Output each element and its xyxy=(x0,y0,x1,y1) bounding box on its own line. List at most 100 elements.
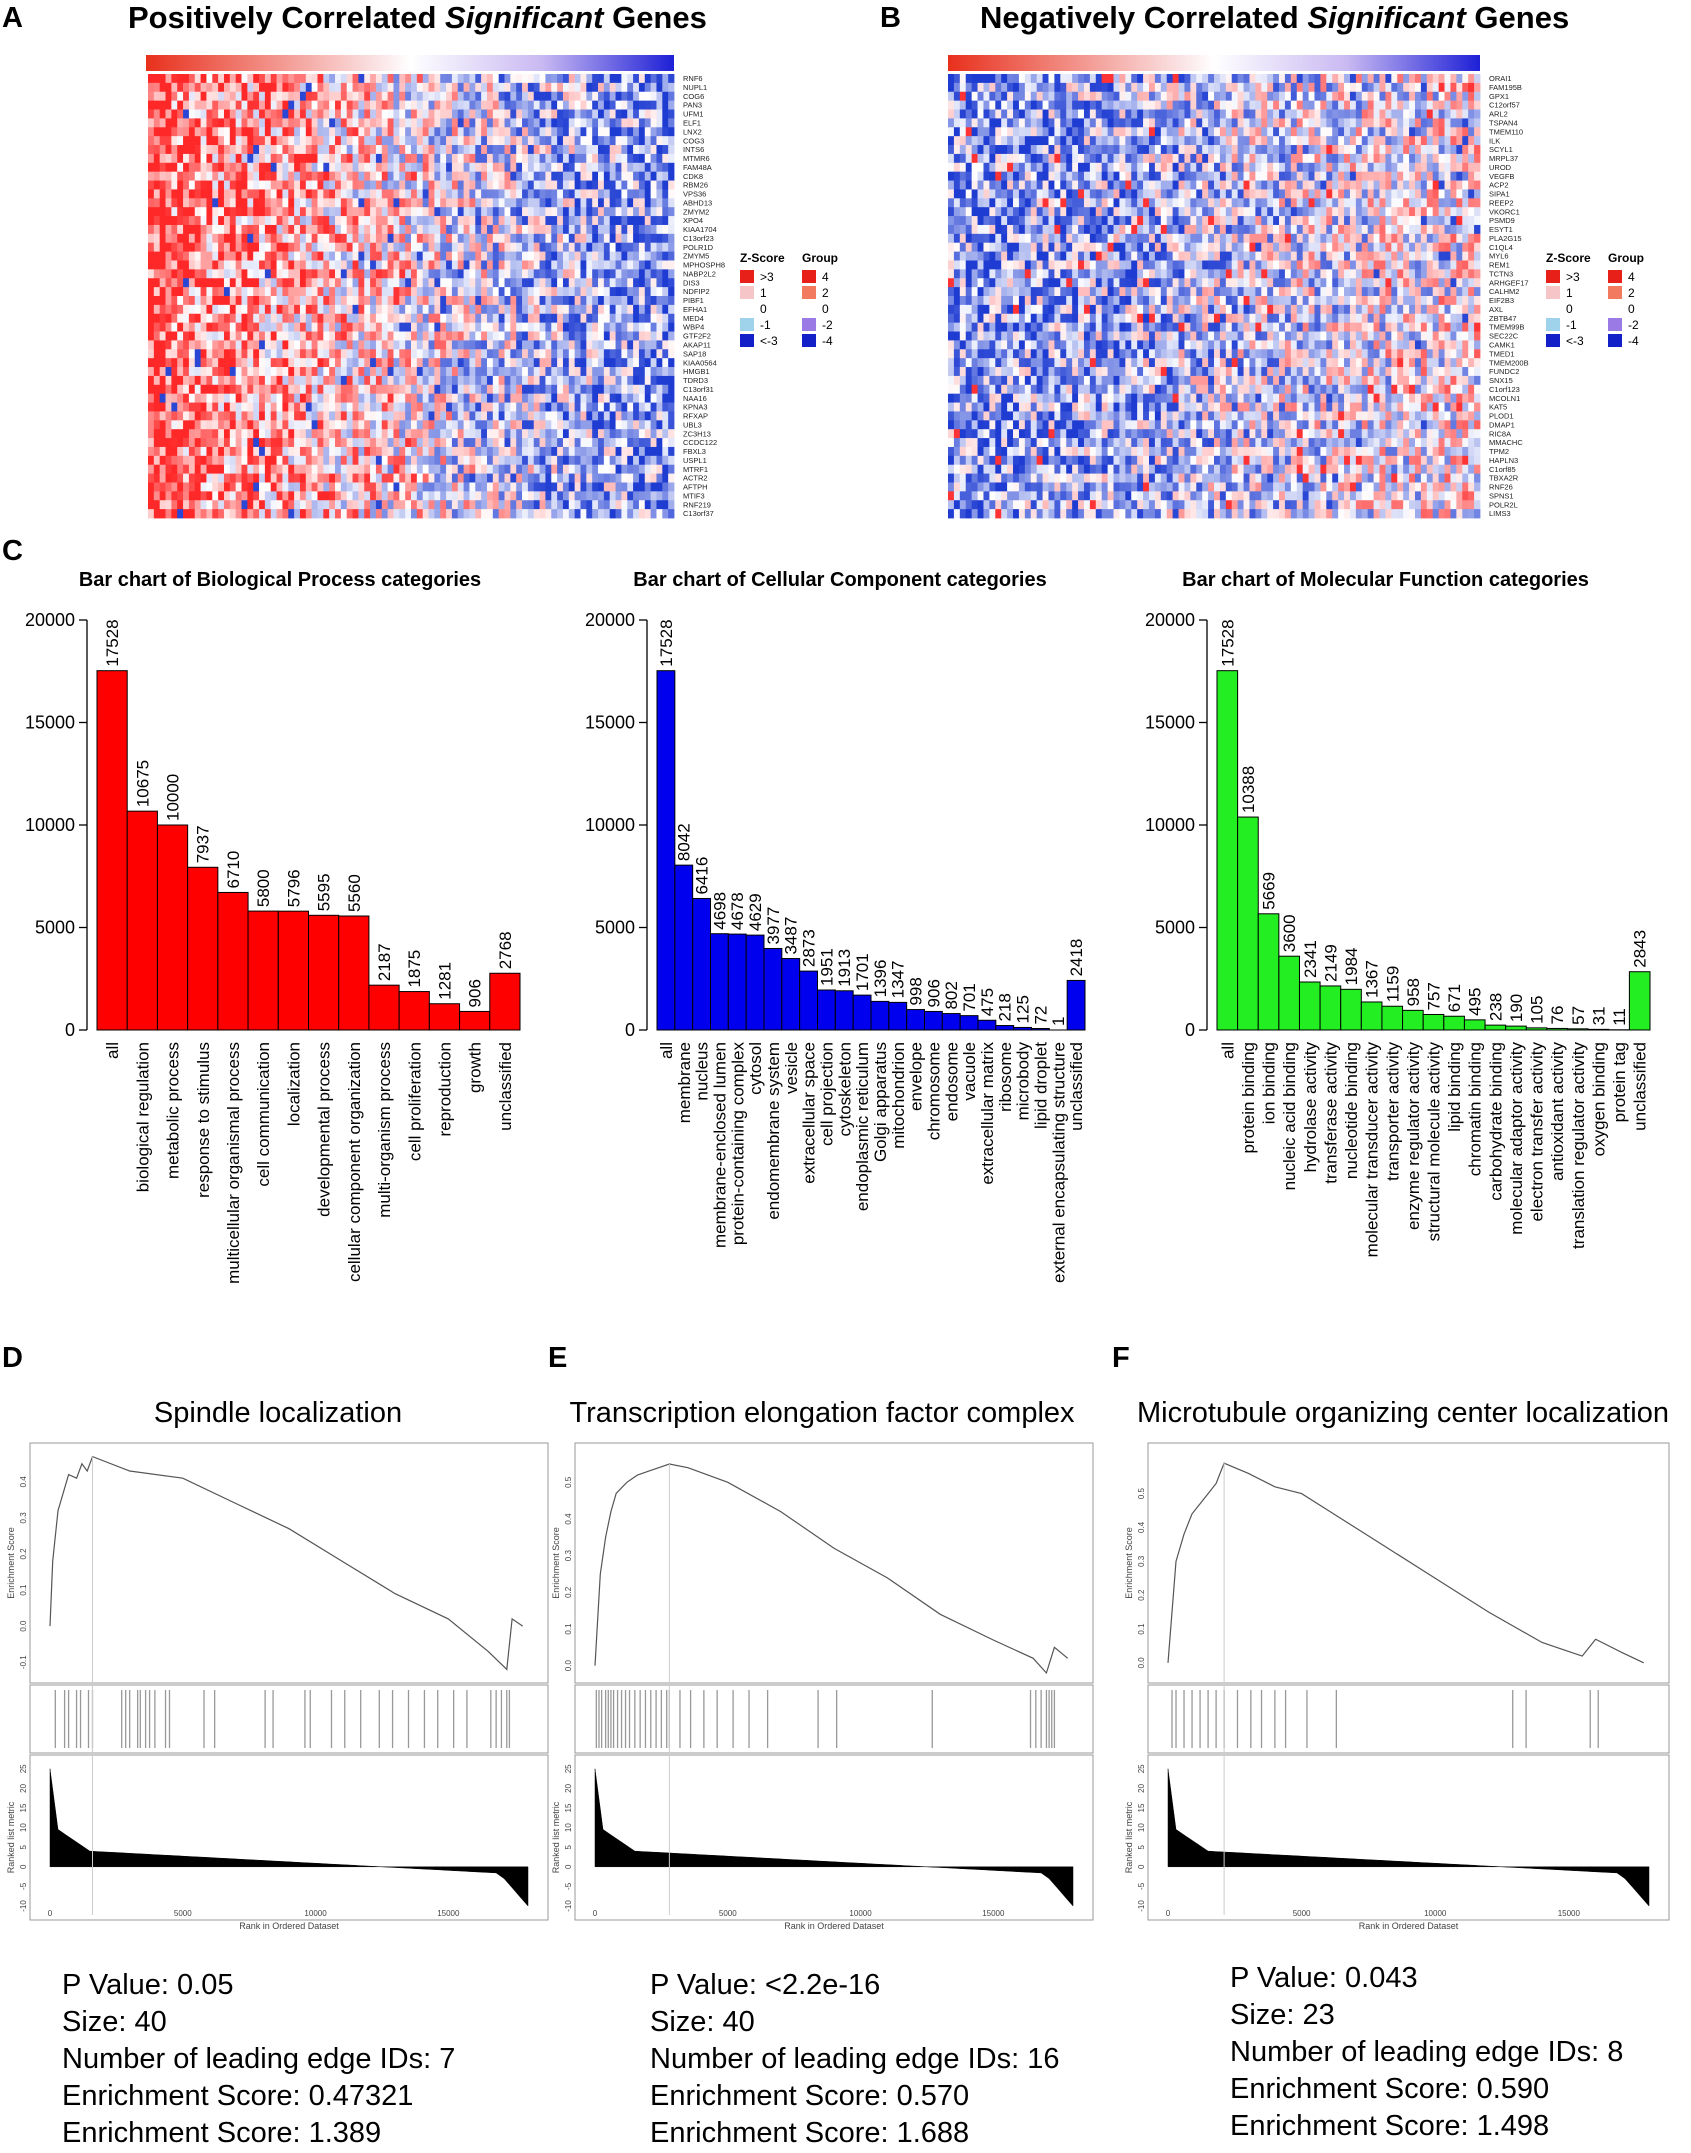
gene-label: ABHD13 xyxy=(683,198,712,207)
legend-zscore-title: Z-Score xyxy=(740,251,785,265)
legend-zscore-title: Z-Score xyxy=(1546,251,1591,265)
bar-value-label: 5560 xyxy=(345,874,364,912)
bar xyxy=(1257,913,1280,1031)
gene-label: MTRF1 xyxy=(683,465,708,474)
rank-tick-label: 15 xyxy=(1137,1803,1146,1812)
y-tick-label: 15000 xyxy=(25,713,75,733)
bar-value-label: 701 xyxy=(960,983,979,1011)
stat-line: P Value: 0.043 xyxy=(1230,1962,1418,1994)
bar xyxy=(1340,988,1362,1031)
bar xyxy=(428,1003,461,1031)
bar xyxy=(398,991,430,1031)
rank-tick-label: -5 xyxy=(1137,1882,1146,1890)
bar xyxy=(710,933,729,1031)
es-tick-label: 0.0 xyxy=(1137,1657,1146,1669)
es-tick-label: 0.4 xyxy=(19,1476,28,1488)
es-tick-label: 0.5 xyxy=(564,1476,573,1488)
gene-label: KPNA3 xyxy=(683,403,708,412)
category-label: cytoskeleton xyxy=(835,1042,854,1137)
bar xyxy=(1066,979,1086,1031)
bar-value-label: 238 xyxy=(1486,993,1505,1021)
gene-label: RNF26 xyxy=(1489,483,1513,492)
gene-label: UROD xyxy=(1489,163,1512,172)
bar xyxy=(156,824,189,1031)
gene-label: FAM48A xyxy=(683,163,712,172)
category-label: external encapsulating structure xyxy=(1049,1042,1068,1283)
category-label: microbody xyxy=(1014,1042,1033,1121)
gene-label: COG6 xyxy=(683,92,704,101)
y-tick-label: 0 xyxy=(65,1020,75,1040)
gene-label: RNF6 xyxy=(683,74,703,83)
gene-label: MPHOSPH8 xyxy=(683,261,725,270)
category-label: developmental process xyxy=(315,1042,334,1217)
legend-label: 0 xyxy=(822,302,829,316)
category-label: nucleotide binding xyxy=(1342,1042,1361,1179)
category-label: hydrolase activity xyxy=(1301,1042,1320,1173)
gene-label: NAA16 xyxy=(683,394,707,403)
y-tick-label: 5000 xyxy=(35,918,75,938)
bar xyxy=(1628,971,1651,1031)
category-label: structural molecule activity xyxy=(1425,1042,1444,1242)
bar xyxy=(187,866,219,1031)
category-label: oxygen binding xyxy=(1589,1042,1608,1156)
gene-label: COG3 xyxy=(683,136,704,145)
gene-label: NDFIP2 xyxy=(683,287,710,296)
stats-f: P Value: 0.043 Size: 23 Number of leadin… xyxy=(1230,1960,1623,2145)
bar xyxy=(1443,1015,1465,1031)
legend-swatch xyxy=(802,302,816,315)
gene-label: MYL6 xyxy=(1489,252,1509,261)
legend-label: 0 xyxy=(760,302,767,316)
legend-swatch xyxy=(1546,286,1560,299)
gene-label: SCYL1 xyxy=(1489,145,1513,154)
rank-tick-label: 15 xyxy=(19,1803,28,1812)
legend-label: 2 xyxy=(822,286,829,300)
gene-label: EIF2B3 xyxy=(1489,296,1514,305)
stat-line: Enrichment Score: 0.570 xyxy=(650,2080,970,2112)
es-tick-label: 0.1 xyxy=(564,1623,573,1635)
gene-label: C13orf31 xyxy=(683,385,714,394)
es-axis-label: Enrichment Score xyxy=(1124,1527,1134,1599)
gene-label: VKORC1 xyxy=(1489,207,1520,216)
category-label: nucleic acid binding xyxy=(1280,1042,1299,1190)
heatmap-a-legend: Z-Score Group >3 1 0 -1 <-3 4 2 0 -2 -4 xyxy=(740,251,838,348)
gene-label: INTS6 xyxy=(683,145,704,154)
bar-value-label: 2418 xyxy=(1067,939,1086,977)
gene-label: C13orf23 xyxy=(683,234,714,243)
gene-label: NUPL1 xyxy=(683,83,707,92)
gene-label: CALHM2 xyxy=(1489,287,1519,296)
bar xyxy=(1484,1024,1507,1031)
gene-label: SEC22C xyxy=(1489,332,1519,341)
rank-panel xyxy=(29,1754,549,1921)
bar xyxy=(1422,1013,1445,1031)
gene-label: TMED1 xyxy=(1489,349,1514,358)
legend-label: -1 xyxy=(1566,318,1577,332)
gene-label: PIBF1 xyxy=(683,296,704,305)
stats-d: P Value: 0.05 Size: 40 Number of leading… xyxy=(62,1967,455,2152)
es-curve xyxy=(49,1455,524,1671)
legend-swatch xyxy=(740,334,754,347)
bar xyxy=(781,958,801,1031)
gene-label: TBXA2R xyxy=(1489,474,1519,483)
rank-tick-label: 25 xyxy=(19,1764,28,1773)
rank-tick-label: 10 xyxy=(1137,1823,1146,1832)
category-label: protein tag xyxy=(1610,1042,1629,1122)
heatmap-b-legend: Z-Score Group >3 1 0 -1 <-3 4 2 0 -2 -4 xyxy=(1546,251,1644,348)
gene-label: C1orf123 xyxy=(1489,385,1520,394)
y-tick-label: 10000 xyxy=(1145,815,1195,835)
bar-value-label: 17528 xyxy=(1218,619,1237,666)
category-label: endosome xyxy=(942,1042,961,1121)
es-tick-label: 0.5 xyxy=(1137,1488,1146,1500)
category-label: carbohydrate binding xyxy=(1486,1042,1505,1201)
gene-label: DMAP1 xyxy=(1489,420,1515,429)
stat-line: Number of leading edge IDs: 7 xyxy=(62,2043,456,2075)
category-label: all xyxy=(1218,1042,1237,1059)
gene-label: REEP2 xyxy=(1489,198,1514,207)
gene-label: RNF219 xyxy=(683,500,711,509)
legend-swatch xyxy=(1608,318,1622,331)
gene-label: ZMYM2 xyxy=(683,207,709,216)
es-axis-label: Enrichment Score xyxy=(551,1527,561,1599)
category-label: all xyxy=(657,1042,676,1059)
bar-value-label: 11 xyxy=(1610,1008,1629,1026)
bar-value-label: 125 xyxy=(1014,995,1033,1023)
category-label: unclassified xyxy=(1631,1042,1650,1131)
